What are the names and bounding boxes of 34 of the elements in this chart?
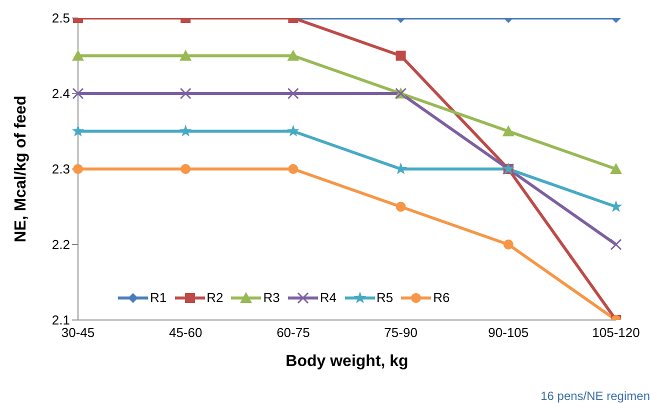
y-tick-label: 2.1 (52, 312, 70, 328)
x-tick-label: 30-45 (61, 325, 95, 340)
point (396, 202, 406, 212)
legend-label: R3 (263, 290, 280, 305)
x-tick-label: 105-120 (592, 325, 640, 340)
legend-label: R6 (433, 290, 450, 305)
legend-label: R2 (206, 290, 224, 305)
text: 16 pens/NE regimen (540, 389, 650, 403)
legend-label: R4 (320, 290, 336, 305)
point (502, 125, 514, 136)
y-tick-label: 2.4 (52, 86, 70, 102)
x-axis-title: Body weight, kg (286, 353, 408, 370)
point (179, 124, 192, 137)
point (288, 164, 298, 174)
x-tick-label: 75-90 (384, 325, 418, 340)
point (73, 164, 83, 174)
point (72, 124, 84, 137)
point (180, 50, 192, 61)
y-tick-label: 2.5 (52, 10, 70, 26)
point (72, 50, 84, 61)
point (287, 124, 300, 137)
x-tick-label: 90-105 (488, 325, 529, 340)
point (396, 50, 406, 61)
x-tick-label: 45-60 (168, 325, 202, 340)
y-axis-title: NE, Mcal/kg of feed (12, 96, 30, 242)
legend-label: R1 (150, 290, 167, 305)
point (180, 164, 191, 174)
legend-label: R5 (376, 290, 394, 305)
y-tick-label: 2.2 (52, 237, 70, 252)
point (610, 163, 622, 174)
y-tick-label: 2.3 (52, 162, 70, 177)
point (287, 50, 300, 61)
x-tick-label: 60-75 (276, 325, 310, 340)
point (503, 240, 514, 250)
